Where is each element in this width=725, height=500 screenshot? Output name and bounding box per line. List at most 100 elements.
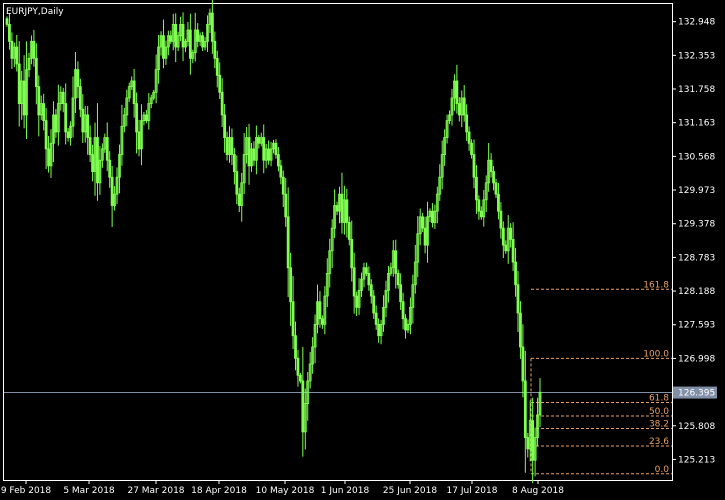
price-tick-label: 129.973 xyxy=(678,186,715,196)
candle-body xyxy=(103,137,107,150)
candle-body xyxy=(519,312,522,348)
price-tick-label: 130.568 xyxy=(678,152,715,162)
candle-body xyxy=(47,148,50,167)
candle-body xyxy=(98,159,102,184)
candle-body xyxy=(501,227,505,246)
candle-body xyxy=(455,80,459,105)
candle-body xyxy=(276,154,280,167)
candle-body xyxy=(137,131,141,150)
price-axis: 132.948 132.353 131.758 131.163 130.568 129.9… xyxy=(672,18,715,465)
candle-body xyxy=(435,193,439,212)
candle-body xyxy=(25,69,28,116)
candle-body xyxy=(44,120,48,150)
price-tick-label: 132.948 xyxy=(678,18,715,28)
candle-body xyxy=(369,284,373,297)
date-tick-label: 5 Mar 2018 xyxy=(63,486,115,496)
candle-body xyxy=(409,306,412,325)
date-tick-label: 9 Feb 2018 xyxy=(1,486,52,496)
candle-body xyxy=(475,176,478,201)
candle-body xyxy=(74,69,77,99)
candle-body xyxy=(274,142,278,155)
candle-body xyxy=(49,142,53,167)
candle-body xyxy=(289,267,293,303)
candle-body xyxy=(208,12,212,25)
candle-body xyxy=(215,57,219,76)
fib-level-label: 50.0 xyxy=(649,407,669,417)
candle-body xyxy=(225,137,229,155)
candle-body xyxy=(122,114,126,127)
price-candles xyxy=(5,0,542,484)
candle-body xyxy=(333,205,337,229)
candle-body xyxy=(254,137,258,161)
chart-frame xyxy=(3,3,673,481)
candle-body xyxy=(479,210,483,218)
candle-body xyxy=(374,312,378,325)
candle-body xyxy=(93,137,97,172)
candle-body xyxy=(152,91,156,99)
candle-body xyxy=(382,306,385,325)
candle-body xyxy=(140,120,143,150)
candle-body xyxy=(69,125,72,138)
candle-body xyxy=(10,40,14,59)
price-tick-label: 131.163 xyxy=(678,119,715,129)
candle-body xyxy=(83,114,87,133)
candle-body xyxy=(56,103,60,133)
price-tick-label: 128.783 xyxy=(678,253,715,263)
fib-level-label: 38.2 xyxy=(649,419,669,429)
candle-body xyxy=(184,40,187,48)
candle-body xyxy=(453,80,456,99)
candle-body xyxy=(96,137,99,184)
candle-body xyxy=(191,52,195,59)
candle-body xyxy=(218,74,222,93)
candle-body xyxy=(318,301,322,320)
candle-body xyxy=(472,154,476,178)
candle-body xyxy=(311,346,315,365)
candle-body xyxy=(154,69,158,93)
candle-body xyxy=(228,137,231,155)
candle-body xyxy=(259,137,263,144)
candle-body xyxy=(335,205,339,212)
candle-body xyxy=(196,29,200,42)
candle-body xyxy=(198,35,202,42)
candle-body xyxy=(450,97,454,116)
candle-body xyxy=(242,154,246,184)
date-tick-label: 1 Jun 2018 xyxy=(321,486,370,496)
candle-body xyxy=(431,210,434,223)
candle-body xyxy=(54,114,58,133)
candle-body xyxy=(171,23,175,42)
candle-body xyxy=(162,35,165,59)
candle-body xyxy=(384,289,388,308)
candle-body xyxy=(514,261,517,286)
candle-body xyxy=(284,193,288,218)
candle-body xyxy=(12,46,16,59)
candle-body xyxy=(88,137,92,155)
candle-body xyxy=(147,103,151,121)
date-tick-label: 18 Apr 2018 xyxy=(191,486,247,496)
candle-body xyxy=(125,97,129,116)
price-tick-label: 132.353 xyxy=(678,51,715,61)
current-price-box xyxy=(673,386,717,399)
candle-body xyxy=(250,148,253,167)
candle-body xyxy=(279,165,283,178)
candle-body xyxy=(362,267,366,280)
fibonacci-retracement[interactable]: 161.8 100.0 61.8 50.0 38.2 23.6 0.0 xyxy=(530,280,672,475)
candle-body xyxy=(411,284,415,308)
candle-body xyxy=(499,210,503,229)
candle-body xyxy=(531,420,535,461)
date-tick-label: 8 Aug 2018 xyxy=(512,486,564,496)
date-tick-label: 25 Jun 2018 xyxy=(383,486,437,496)
candle-body xyxy=(120,125,124,155)
candle-body xyxy=(401,301,405,320)
candle-body xyxy=(343,199,346,223)
candle-body xyxy=(34,57,38,88)
candle-body xyxy=(421,216,425,229)
candle-body xyxy=(328,250,332,274)
candle-body xyxy=(164,46,168,59)
candle-body xyxy=(457,103,461,116)
candle-body xyxy=(413,261,417,286)
candle-body xyxy=(81,108,85,133)
price-tick-label: 125.213 xyxy=(678,455,715,465)
candle-body xyxy=(387,273,390,291)
candle-body xyxy=(130,80,134,88)
candle-body xyxy=(115,176,119,195)
